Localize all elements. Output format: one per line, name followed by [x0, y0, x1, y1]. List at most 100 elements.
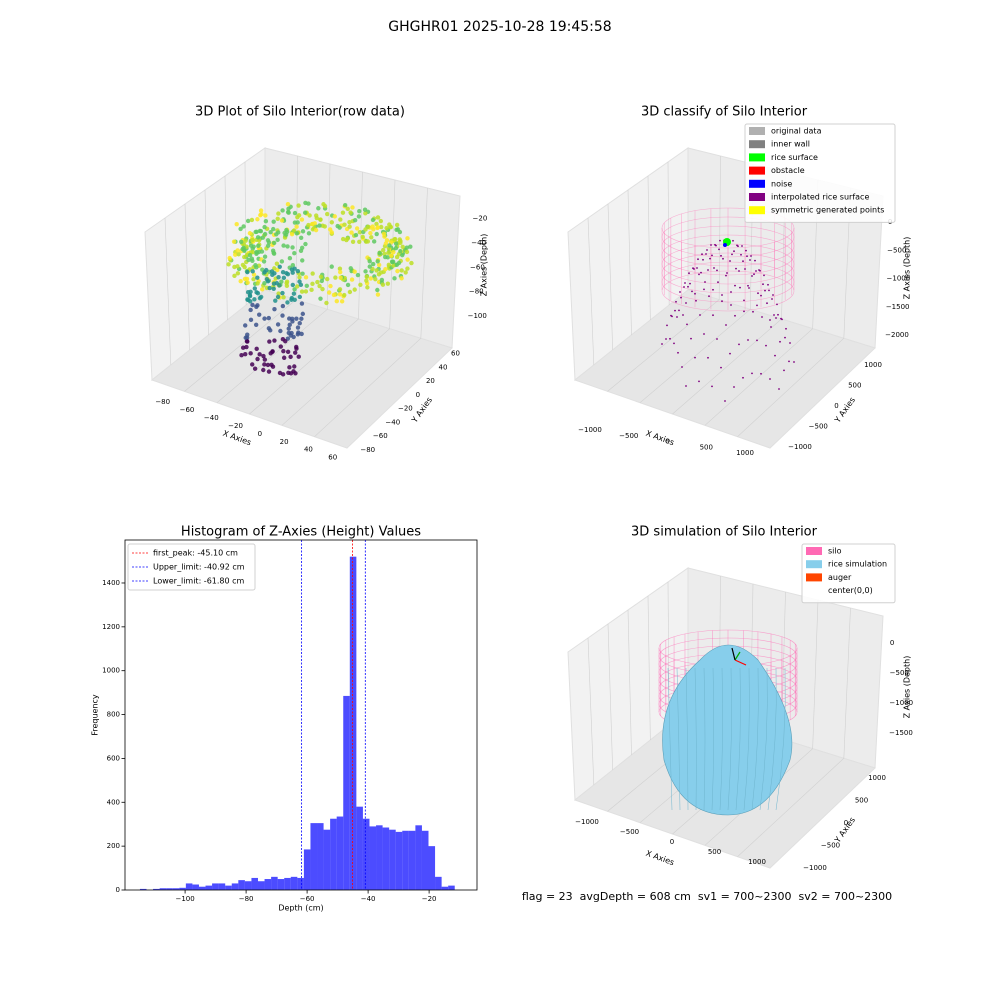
decor-point: [388, 224, 393, 230]
decor-point: [369, 235, 374, 240]
decor-point: [280, 270, 286, 275]
decor-point: [257, 312, 262, 317]
decor-point: [383, 267, 388, 272]
pane-grid: [737, 338, 845, 437]
pane-grid: [587, 637, 595, 786]
decor-point: [252, 297, 257, 302]
decor-point: [295, 220, 300, 225]
decor-point: [320, 286, 325, 292]
bar: [395, 831, 403, 890]
decor-point: [239, 239, 244, 244]
decor-point: [775, 317, 777, 319]
decor-point: [275, 216, 280, 221]
decor-surface-line: [759, 667, 768, 811]
decor-point: [347, 224, 352, 229]
decor-point: [749, 259, 751, 261]
bar: [402, 830, 409, 890]
decor-point: [256, 243, 261, 249]
decor-point: [715, 244, 717, 247]
decor-point: [272, 266, 277, 271]
decor-point: [279, 259, 285, 264]
decor-point: [253, 322, 259, 327]
decor-point: [250, 249, 255, 255]
bar: [159, 888, 167, 890]
decor-point: [757, 292, 759, 295]
decor-point: [241, 224, 246, 229]
y-tick-label: 0: [844, 819, 848, 827]
decor-point: [703, 333, 705, 335]
decor-surface-line: [667, 667, 673, 811]
decor-point: [352, 287, 357, 292]
decor-point: [673, 342, 675, 345]
decor-point: [266, 326, 272, 331]
legend-swatch: [749, 166, 765, 175]
bar: [428, 846, 436, 890]
decor-surface-line: [694, 667, 697, 811]
z-tick-label: −2000: [885, 331, 909, 339]
decor-point: [277, 283, 282, 288]
decor-point: [681, 366, 683, 368]
decor-point: [720, 366, 722, 369]
decor-point: [247, 252, 253, 258]
bar: [336, 816, 344, 890]
decor-point: [266, 315, 271, 321]
decor-point: [377, 250, 382, 256]
decor-point: [265, 238, 271, 243]
decor-point: [737, 245, 739, 248]
decor-point: [779, 340, 781, 343]
decor-point: [255, 275, 260, 280]
bar: [271, 876, 278, 890]
decor-point: [277, 370, 283, 376]
decor-point: [693, 268, 695, 270]
decor-point: [290, 282, 296, 288]
decor-point: [250, 302, 255, 308]
decor-point: [375, 225, 380, 230]
bar: [349, 556, 357, 890]
bar: [317, 823, 324, 890]
decor-point: [271, 219, 276, 224]
decor-point: [243, 323, 248, 328]
decor-point: [287, 322, 292, 328]
decor-point: [304, 283, 309, 289]
decor-point: [384, 225, 389, 231]
decor-point: [784, 336, 786, 339]
decor-point: [249, 217, 255, 223]
bar: [408, 830, 416, 890]
decor-point: [300, 271, 305, 276]
decor-point: [332, 214, 337, 219]
decor-point: [261, 367, 266, 373]
decor-point: [326, 290, 332, 295]
decor-point: [352, 218, 358, 223]
bar: [284, 877, 291, 890]
decor-point: [250, 237, 255, 243]
decor-point: [374, 231, 379, 237]
decor-point: [400, 244, 405, 250]
decor-point: [296, 354, 301, 359]
decor-point: [730, 291, 732, 293]
decor-point: [271, 226, 276, 232]
bar: [277, 879, 285, 890]
decor-point: [777, 313, 779, 316]
decor-point: [322, 224, 327, 229]
decor-point: [358, 282, 363, 287]
decor-point: [297, 321, 302, 326]
decor-point: [267, 285, 272, 291]
bar: [257, 881, 265, 890]
decor-point: [294, 224, 299, 229]
decor-point: [254, 229, 259, 235]
bar: [303, 849, 311, 890]
decor-point: [374, 221, 379, 227]
decor-point: [272, 306, 277, 312]
decor-point: [262, 357, 268, 362]
bar: [323, 829, 331, 890]
decor-point: [742, 376, 744, 379]
decor-surface-line: [743, 667, 750, 811]
decor-point: [276, 275, 281, 280]
decor-point: [262, 280, 267, 286]
decor-point: [370, 217, 376, 223]
decor-point: [324, 211, 330, 217]
decor-point: [285, 244, 290, 249]
legend-label: first_peak: -45.10 cm: [153, 549, 238, 558]
decor-surface: [662, 644, 793, 816]
decor-point: [270, 364, 276, 369]
